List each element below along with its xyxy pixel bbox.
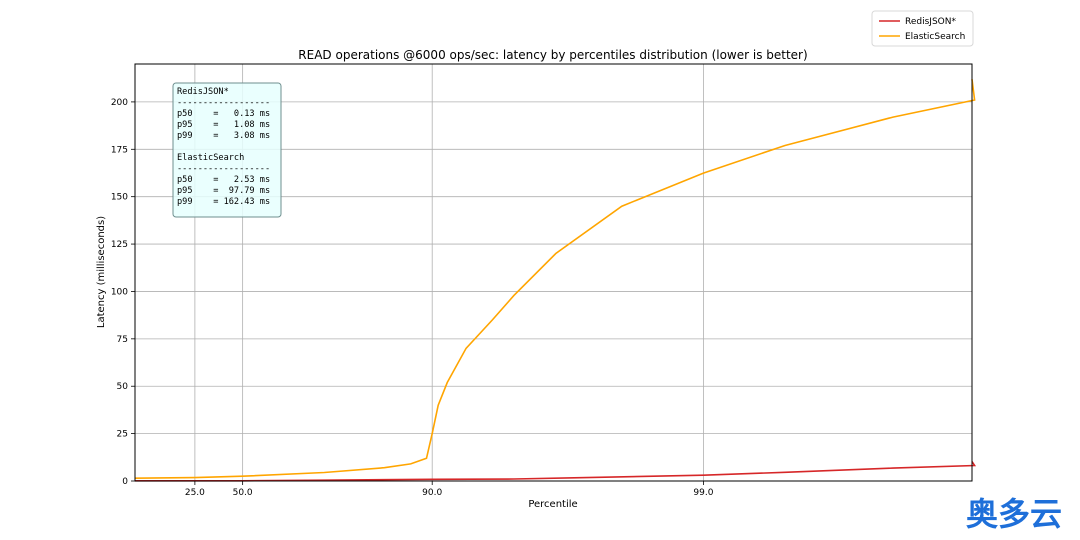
x-tick-label: 90.0	[422, 488, 442, 498]
y-tick-label: 75	[117, 335, 128, 345]
stats-box-line: p95 = 97.79 ms	[177, 186, 270, 196]
chart-title: READ operations @6000 ops/sec: latency b…	[298, 48, 807, 62]
y-tick-label: 0	[122, 477, 128, 487]
x-tick-label: 25.0	[185, 488, 205, 498]
y-tick-label: 175	[111, 145, 128, 155]
x-tick-label: 99.0	[693, 488, 713, 498]
y-tick-label: 25	[117, 430, 128, 440]
y-axis-ticks: 0 25 50 75 100 125 150 175 200	[111, 98, 135, 487]
stats-box-line: ElasticSearch	[177, 153, 244, 163]
y-axis-label: Latency (milliseconds)	[96, 216, 107, 328]
x-axis-label: Percentile	[528, 499, 577, 510]
stats-box-line: RedisJSON*	[177, 87, 229, 97]
plot-area-frame	[134, 63, 973, 482]
legend-label-redisjson: RedisJSON*	[905, 17, 956, 27]
stats-box-line: p99 = 3.08 ms	[177, 131, 270, 141]
stats-box-line: ------------------	[177, 98, 270, 108]
y-tick-label: 125	[111, 240, 128, 250]
y-tick-label: 100	[111, 287, 128, 297]
stats-box-line: p50 = 0.13 ms	[177, 109, 270, 119]
stats-box-background	[172, 82, 282, 218]
stats-box-line: p50 = 2.53 ms	[177, 175, 270, 185]
x-tick-label: 50.0	[233, 488, 253, 498]
stats-box-lines: RedisJSON*------------------p50 = 0.13 m…	[177, 87, 270, 207]
legend-frame	[871, 10, 974, 47]
watermark-logo: 奥多云	[966, 495, 1062, 533]
series-line-redisjson	[135, 461, 977, 482]
stats-box-line: p99 = 162.43 ms	[177, 197, 270, 207]
stats-box: RedisJSON*------------------p50 = 0.13 m…	[172, 82, 282, 218]
stats-box-line: p95 = 1.08 ms	[177, 120, 270, 130]
stats-box-line: ------------------	[177, 164, 270, 174]
y-tick-label: 150	[111, 193, 128, 203]
y-tick-label: 200	[111, 98, 128, 108]
y-tick-label: 50	[117, 382, 129, 392]
legend: RedisJSON* ElasticSearch	[871, 10, 974, 47]
legend-label-elasticsearch: ElasticSearch	[905, 32, 965, 42]
series-line-elasticsearch	[134, 79, 976, 479]
x-axis-ticks: 25.0 50.0 90.0 99.0	[185, 481, 714, 498]
